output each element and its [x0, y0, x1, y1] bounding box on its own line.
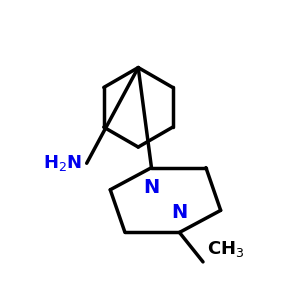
Text: H$_2$N: H$_2$N	[43, 153, 82, 173]
Text: N: N	[143, 178, 160, 197]
Text: N: N	[171, 203, 188, 222]
Text: CH$_3$: CH$_3$	[207, 239, 245, 259]
